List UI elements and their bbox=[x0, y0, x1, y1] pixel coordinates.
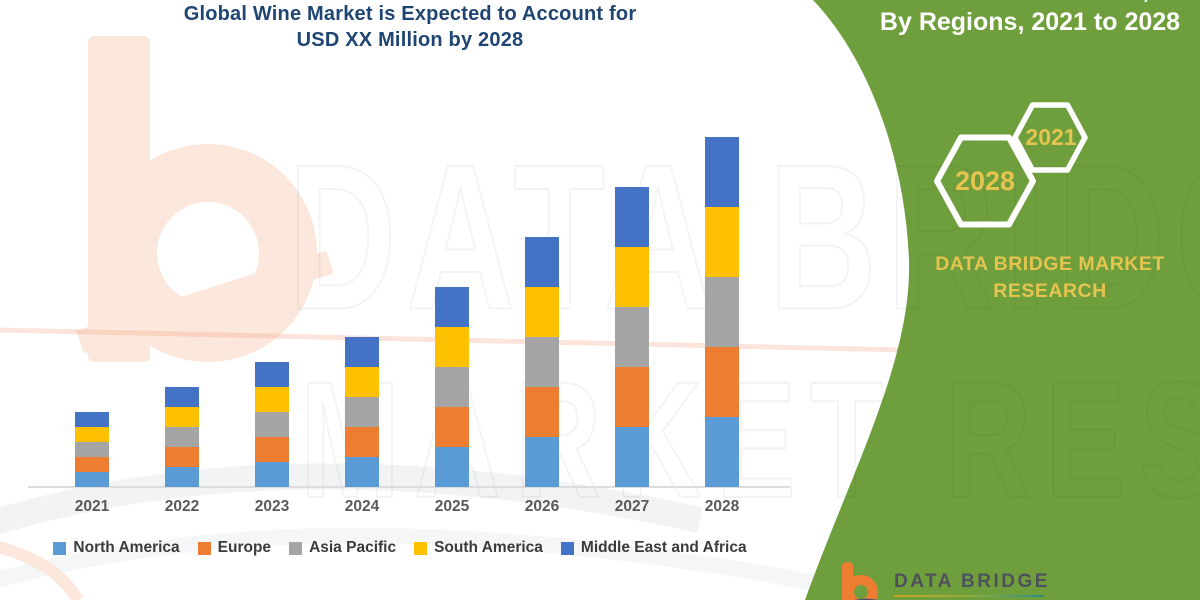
legend-label: Asia Pacific bbox=[309, 539, 397, 556]
bar-segment-2022-middle-east-and-africa bbox=[165, 387, 199, 407]
bar-segment-2023-middle-east-and-africa bbox=[255, 362, 289, 387]
right-panel-brand-line1: DATA BRIDGE MARKET bbox=[935, 253, 1165, 275]
legend-swatch-icon bbox=[414, 541, 428, 555]
right-panel-heading-line2: By Regions, 2021 to 2028 bbox=[879, 8, 1181, 36]
legend-swatch-icon bbox=[197, 541, 211, 555]
bar-segment-2025-north-america bbox=[435, 447, 469, 487]
bar-segment-2028-north-america bbox=[705, 417, 739, 487]
bar-segment-2025-asia-pacific bbox=[435, 367, 469, 407]
footer-logo-name: DATA BRIDGE bbox=[894, 571, 1050, 592]
bar-segment-2024-north-america bbox=[345, 457, 379, 487]
bar-segment-2026-north-america bbox=[525, 437, 559, 487]
legend-label: South America bbox=[434, 539, 543, 556]
bar-segment-2023-asia-pacific bbox=[255, 412, 289, 437]
legend-swatch-icon bbox=[53, 541, 67, 555]
bar-segment-2027-north-america bbox=[615, 427, 649, 487]
bar-segment-2024-asia-pacific bbox=[345, 397, 379, 427]
legend-item-asia-pacific: Asia Pacific bbox=[289, 539, 396, 557]
bar-2023 bbox=[255, 362, 289, 487]
bar-2026 bbox=[525, 237, 559, 487]
bar-segment-2022-south-america bbox=[165, 407, 199, 427]
x-axis-label-2027: 2027 bbox=[614, 498, 650, 515]
bar-2025 bbox=[435, 287, 469, 487]
footer-logo-b-icon bbox=[842, 562, 878, 600]
x-axis-label-2023: 2023 bbox=[254, 498, 290, 515]
hexagon-2021-label: 2021 bbox=[1025, 124, 1077, 150]
bar-segment-2021-europe bbox=[75, 457, 109, 472]
x-axis-label-2024: 2024 bbox=[344, 498, 380, 515]
chart-title-line2: USD XX Million by 2028 bbox=[296, 29, 524, 51]
x-axis-label-2021: 2021 bbox=[74, 498, 110, 515]
legend-item-middle-east-and-africa: Middle East and Africa bbox=[560, 539, 747, 557]
hexagon-2028-outline bbox=[934, 134, 1036, 228]
footer-logo: DATA BRIDGE MARKET RESEARCH bbox=[836, 560, 1156, 600]
bar-segment-2024-europe bbox=[345, 427, 379, 457]
bar-segment-2023-north-america bbox=[255, 462, 289, 487]
right-panel-brand: DATA BRIDGE MARKET RESEARCH bbox=[905, 251, 1195, 305]
bar-segment-2021-middle-east-and-africa bbox=[75, 412, 109, 427]
bar-segment-2023-europe bbox=[255, 437, 289, 462]
legend-item-north-america: North America bbox=[53, 539, 180, 557]
bar-segment-2026-europe bbox=[525, 387, 559, 437]
bar-segment-2025-middle-east-and-africa bbox=[435, 287, 469, 327]
x-axis-label-2026: 2026 bbox=[524, 498, 560, 515]
bar-segment-2021-north-america bbox=[75, 472, 109, 487]
legend-item-south-america: South America bbox=[414, 539, 543, 557]
bar-segment-2026-middle-east-and-africa bbox=[525, 237, 559, 287]
bar-segment-2025-south-america bbox=[435, 327, 469, 367]
right-panel-brand-line2: RESEARCH bbox=[993, 280, 1107, 302]
bar-segment-2027-europe bbox=[615, 367, 649, 427]
bar-segment-2023-south-america bbox=[255, 387, 289, 412]
x-axis-line bbox=[28, 486, 790, 488]
legend-item-europe: Europe bbox=[197, 539, 272, 557]
bar-segment-2026-south-america bbox=[525, 287, 559, 337]
bar-segment-2025-europe bbox=[435, 407, 469, 447]
bar-segment-2024-south-america bbox=[345, 367, 379, 397]
bar-2027 bbox=[615, 187, 649, 487]
bar-segment-2024-middle-east-and-africa bbox=[345, 337, 379, 367]
bar-segment-2026-asia-pacific bbox=[525, 337, 559, 387]
hexagon-2028-label: 2028 bbox=[954, 166, 1016, 196]
bar-segment-2027-asia-pacific bbox=[615, 307, 649, 367]
bar-segment-2028-europe bbox=[705, 347, 739, 417]
x-axis-label-2022: 2022 bbox=[164, 498, 200, 515]
bar-2021 bbox=[75, 412, 109, 487]
legend-swatch-icon bbox=[560, 541, 574, 555]
bar-2024 bbox=[345, 337, 379, 487]
bar-segment-2022-europe bbox=[165, 447, 199, 467]
legend-label: North America bbox=[73, 539, 180, 556]
bar-segment-2027-middle-east-and-africa bbox=[615, 187, 649, 247]
bar-segment-2021-asia-pacific bbox=[75, 442, 109, 457]
bar-segment-2028-asia-pacific bbox=[705, 277, 739, 347]
footer-logo-rule bbox=[894, 595, 1044, 597]
chart-title-line1: Global Wine Market is Expected to Accoun… bbox=[183, 3, 637, 25]
bar-segment-2028-middle-east-and-africa bbox=[705, 137, 739, 207]
right-panel-heading: Global Wine Market, By Regions, 2021 to … bbox=[850, 0, 1200, 38]
legend-label: Europe bbox=[217, 539, 272, 556]
bar-2028 bbox=[705, 137, 739, 487]
chart-legend: North America Europe Asia Pacific South Ame… bbox=[10, 539, 790, 557]
legend-swatch-icon bbox=[289, 541, 303, 555]
x-axis-label-2028: 2028 bbox=[704, 498, 740, 515]
x-axis-label-2025: 2025 bbox=[434, 498, 470, 515]
bar-segment-2021-south-america bbox=[75, 427, 109, 442]
legend-label: Middle East and Africa bbox=[580, 539, 747, 556]
hexagon-2021-outline bbox=[1012, 102, 1088, 173]
bar-segment-2022-asia-pacific bbox=[165, 427, 199, 447]
bar-segment-2028-south-america bbox=[705, 207, 739, 277]
bar-2022 bbox=[165, 387, 199, 487]
bar-segment-2027-south-america bbox=[615, 247, 649, 307]
chart-title: Global Wine Market is Expected to Accoun… bbox=[60, 1, 760, 53]
bar-segment-2022-north-america bbox=[165, 467, 199, 487]
right-panel-heading-line1: Global Wine Market, bbox=[850, 0, 1200, 6]
